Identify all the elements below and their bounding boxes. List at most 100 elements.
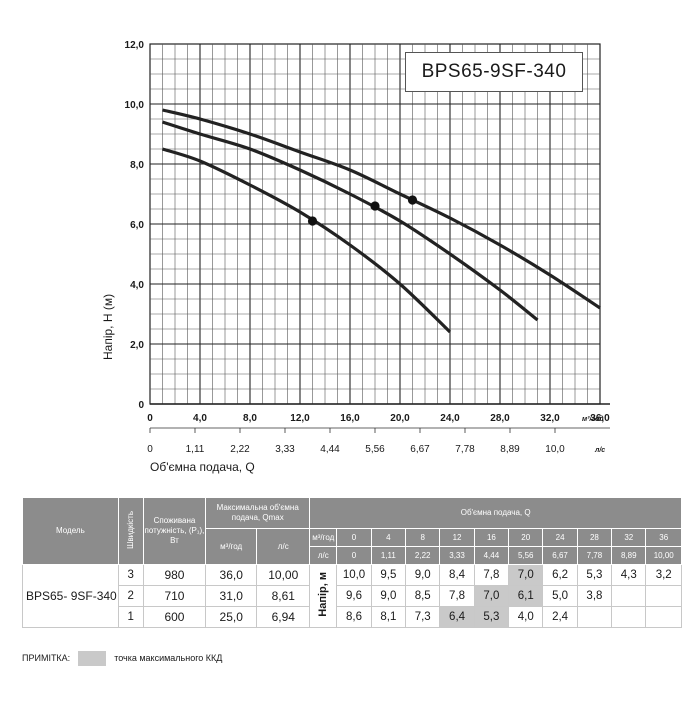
x-tick-label-ls: 6,67: [410, 444, 430, 455]
max-efficiency-swatch: [78, 650, 107, 666]
head-value: 4,3: [611, 564, 647, 586]
head-value: 10,0: [336, 564, 372, 586]
head-value: 2,4: [542, 606, 578, 628]
head-value: 7,8: [439, 585, 475, 607]
th-power: Споживана потужність, (P₁), Вт: [142, 497, 207, 565]
th-flow-m3: 16: [473, 528, 510, 547]
th-flow-ls: 0: [336, 546, 372, 565]
th-flow-m3: 28: [576, 528, 613, 547]
power-value: 710: [142, 585, 207, 607]
chart-grid: [149, 43, 601, 405]
head-value: [645, 606, 682, 628]
x-tick-label-m3h: 8,0: [243, 413, 257, 424]
head-value: 9,0: [370, 585, 407, 607]
th-flow-m3: 8: [405, 528, 441, 547]
legend-note: ПРИМІТКА: точка максимального ККД: [22, 649, 222, 667]
curve-speed-3: [162, 108, 601, 310]
x-axis-label: Об'ємна подача, Q: [150, 460, 255, 474]
qmax-ls-value: 10,00: [256, 564, 311, 586]
th-qmax-ls: л/с: [256, 528, 311, 565]
chart-ticks: 0 2,0 4,0 6,0 8,0 10,0 12,0 0 4,0 8,0 12,0 16,0 20,0…: [125, 40, 611, 455]
th-flow-ls: 5,56: [508, 546, 544, 565]
th-flow-ls: 6,67: [542, 546, 578, 565]
x-tick-label-ls: 5,56: [365, 444, 385, 455]
bep-point-speed-3: [407, 195, 418, 205]
curve-speed-1: [162, 147, 452, 334]
qmax-m3-value: 25,0: [205, 606, 258, 628]
bep-point-speed-2: [370, 201, 380, 211]
x-tick-label-m3h: 12,0: [290, 413, 310, 424]
chart-title-badge: BPS65-9SF-340: [405, 52, 583, 92]
y-tick-label: 6,0: [130, 220, 144, 231]
th-flow-m3: 36: [645, 528, 682, 547]
napir-label: Напір, м: [309, 564, 338, 628]
head-value: 9,6: [336, 585, 372, 607]
y-tick-label: 12,0: [125, 40, 145, 51]
head-value: 5,3: [576, 564, 613, 586]
x-tick-label-m3h: 0: [147, 413, 153, 424]
head-value: 5,0: [542, 585, 578, 607]
model-name: BPS65- 9SF-340: [22, 564, 119, 628]
x-tick-label-m3h: 16,0: [340, 413, 360, 424]
th-flow-m3: 4: [370, 528, 407, 547]
head-value: 3,2: [645, 564, 682, 586]
head-value: 3,8: [576, 585, 613, 607]
head-value: [645, 585, 682, 607]
th-qmax-m3: м³/год: [205, 528, 258, 565]
x-tick-label-m3h: 28,0: [490, 413, 510, 424]
head-value: 5,3: [473, 606, 510, 628]
th-flow-ls: 7,78: [576, 546, 613, 565]
x-tick-label-ls: 2,22: [230, 444, 250, 455]
th-flow-ls: 4,44: [473, 546, 510, 565]
th-row-unit-ls: л/с: [309, 546, 338, 565]
head-value: 8,6: [336, 606, 372, 628]
y-tick-label: 4,0: [130, 280, 144, 291]
th-flow-m3: 12: [439, 528, 475, 547]
x-tick-label-ls: 0: [147, 444, 153, 455]
note-text: точка максимального ККД: [114, 653, 223, 663]
head-value: 8,1: [370, 606, 407, 628]
y-axis-label: Напір, H (м): [101, 294, 115, 360]
head-value: 6,2: [542, 564, 578, 586]
head-value: [611, 585, 647, 607]
head-value: [611, 606, 647, 628]
head-value: 8,4: [439, 564, 475, 586]
head-value: 9,5: [370, 564, 407, 586]
x-tick-label-m3h: 36,0: [590, 413, 610, 424]
x-tick-label-ls: 4,44: [320, 444, 340, 455]
head-value: 7,8: [473, 564, 510, 586]
x-unit-ls: л/с: [594, 447, 605, 454]
head-value: [576, 606, 613, 628]
y-tick-label: 2,0: [130, 340, 144, 351]
bep-point-speed-1: [307, 216, 318, 226]
th-flow-m3: 24: [542, 528, 578, 547]
th-flow-m3: 32: [611, 528, 647, 547]
x-tick-label-ls: 8,89: [500, 444, 520, 455]
power-value: 600: [142, 606, 207, 628]
note-label: ПРИМІТКА:: [22, 653, 71, 663]
th-model: Модель: [22, 497, 119, 565]
chart-curves: [162, 108, 601, 334]
th-flow-ls: 3,33: [439, 546, 475, 565]
performance-table: Модель Швидкість Споживана потужність, (…: [22, 497, 682, 628]
table-row: 1 600 25,0 6,94 8,6 8,1 7,3 6,4 5,3 4,0 2,4: [23, 606, 682, 628]
y-tick-label: 0: [138, 400, 144, 411]
th-flow-ls: 10,00: [645, 546, 682, 565]
x-tick-label-m3h: 32,0: [540, 413, 560, 424]
head-value: 9,0: [405, 564, 441, 586]
pump-curve-chart: 0 2,0 4,0 6,0 8,0 10,0 12,0 0 4,0 8,0 12,0 16,0 20,0…: [101, 40, 611, 474]
head-value: 8,5: [405, 585, 441, 607]
qmax-m3-value: 31,0: [205, 585, 258, 607]
power-value: 980: [142, 564, 207, 586]
x-tick-label-ls: 7,78: [455, 444, 475, 455]
y-tick-label: 8,0: [130, 160, 144, 171]
head-value: 7,3: [405, 606, 441, 628]
head-value: 6,1: [508, 585, 544, 607]
curve-speed-2: [162, 120, 539, 322]
th-speed: Швидкість: [117, 497, 144, 565]
speed-value: 3: [117, 564, 144, 586]
y-tick-label: 10,0: [125, 100, 145, 111]
table-row: BPS65- 9SF-340 3 980 36,0 10,00 Напір, м 10,0 9…: [22, 564, 682, 628]
speed-value: 2: [117, 585, 144, 607]
th-qmax: Максимальна об'ємна подача, Qmax: [205, 497, 311, 529]
